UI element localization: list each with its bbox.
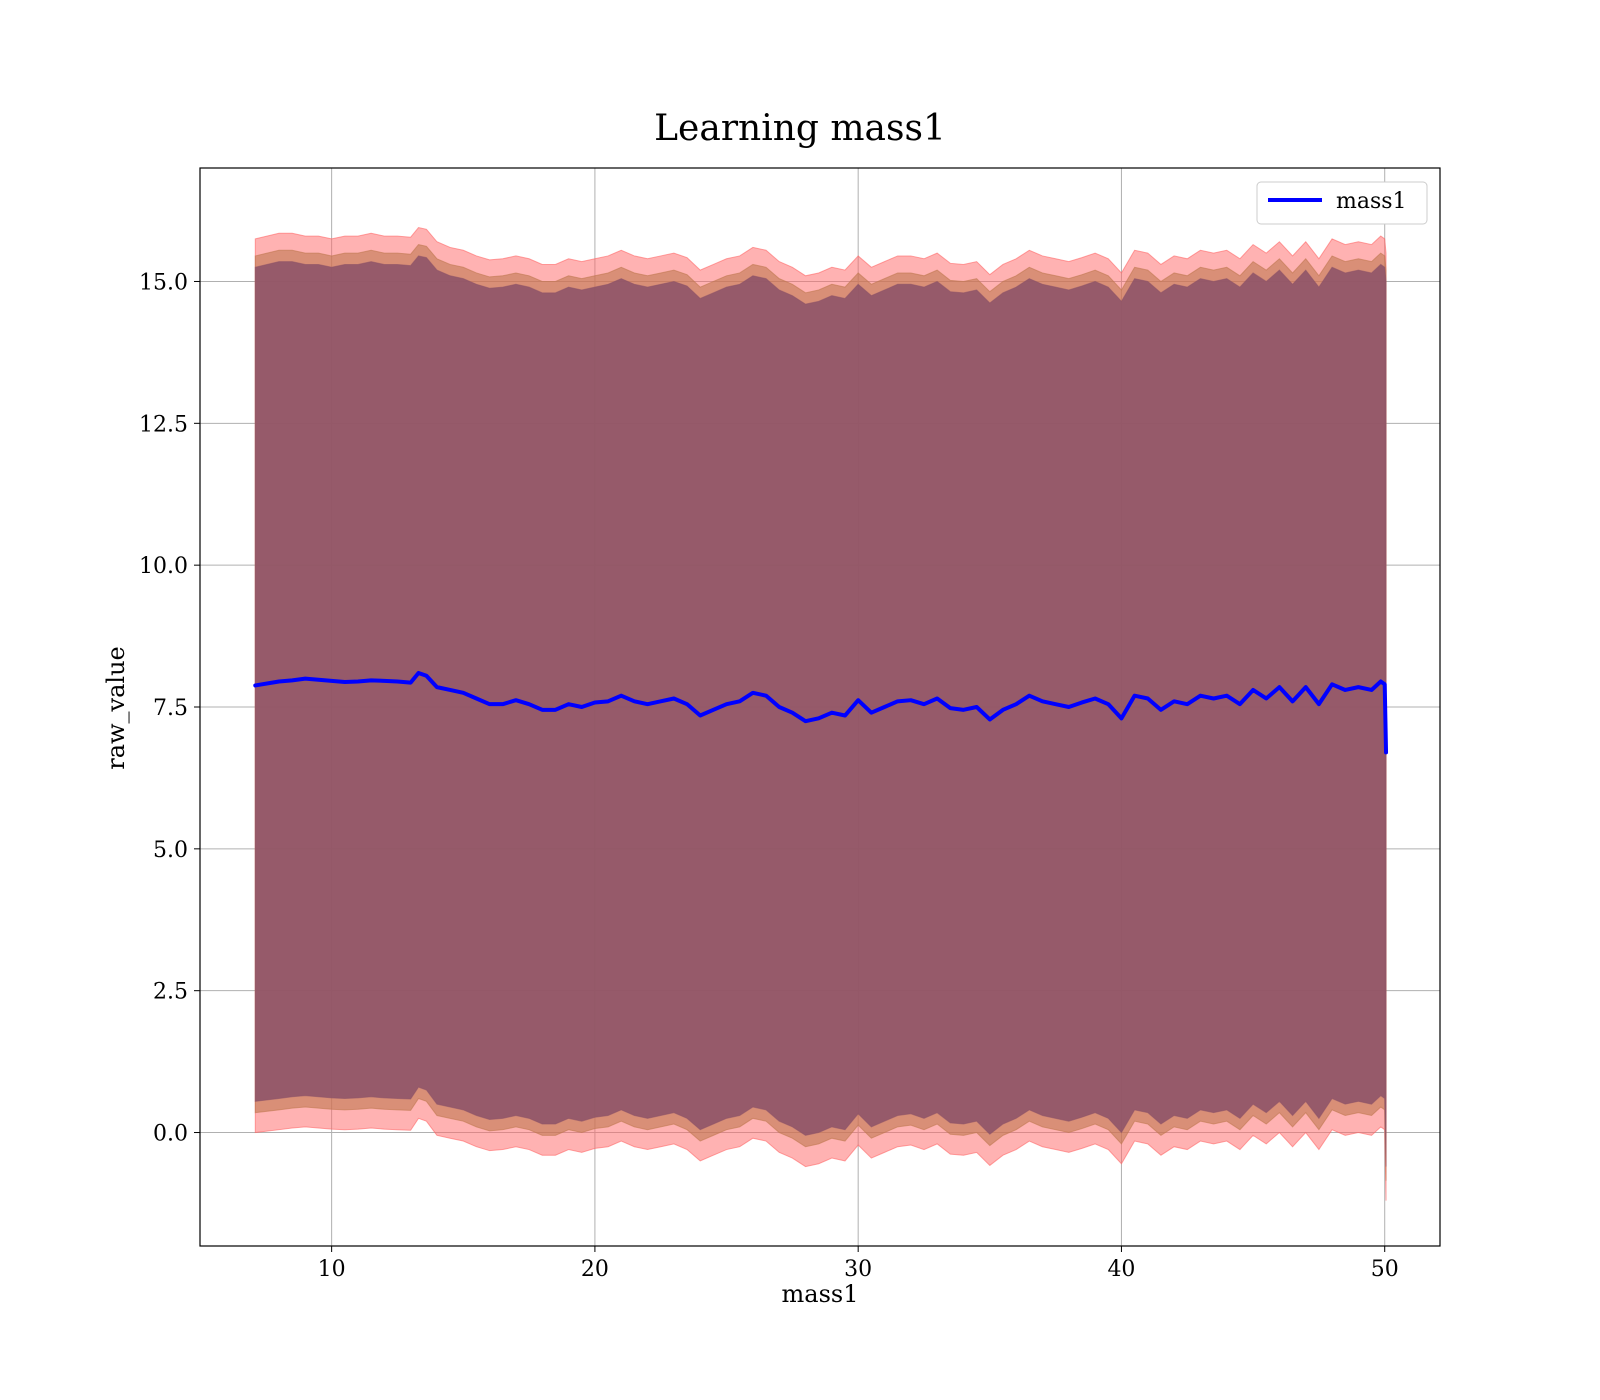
series-lines [253,670,1389,755]
x-tick-label: 30 [844,1257,872,1282]
y-tick-label: 2.5 [153,980,188,1005]
series-line-mass1 [253,670,1389,755]
y-tick-label: 5.0 [153,838,188,863]
y-tick-label: 0.0 [153,1122,188,1147]
confidence-bands [254,227,1387,1201]
y-tick-label: 12.5 [139,412,188,437]
legend-box [1256,181,1428,225]
x-tick-label: 50 [1371,1257,1399,1282]
x-tick-label: 40 [1107,1257,1135,1282]
chart-title: Learning mass1 [654,108,946,149]
legend: mass1 [1256,181,1428,225]
x-axis-ticks: 10 20 30 40 50 [318,1246,1399,1282]
y-tick-label: 7.5 [153,696,188,721]
y-axis-ticks: 0.0 2.5 5.0 7.5 10.0 12.5 15.0 [139,270,200,1147]
x-tick-label: 10 [318,1257,346,1282]
x-axis-label: mass1 [782,1280,859,1308]
legend-entry-mass1: mass1 [1336,189,1407,214]
y-tick-label: 10.0 [139,554,188,579]
confidence-band-2 [254,255,1387,1167]
y-axis-label: raw_value [102,646,130,770]
y-tick-label: 15.0 [139,270,188,295]
x-tick-label: 20 [581,1257,609,1282]
